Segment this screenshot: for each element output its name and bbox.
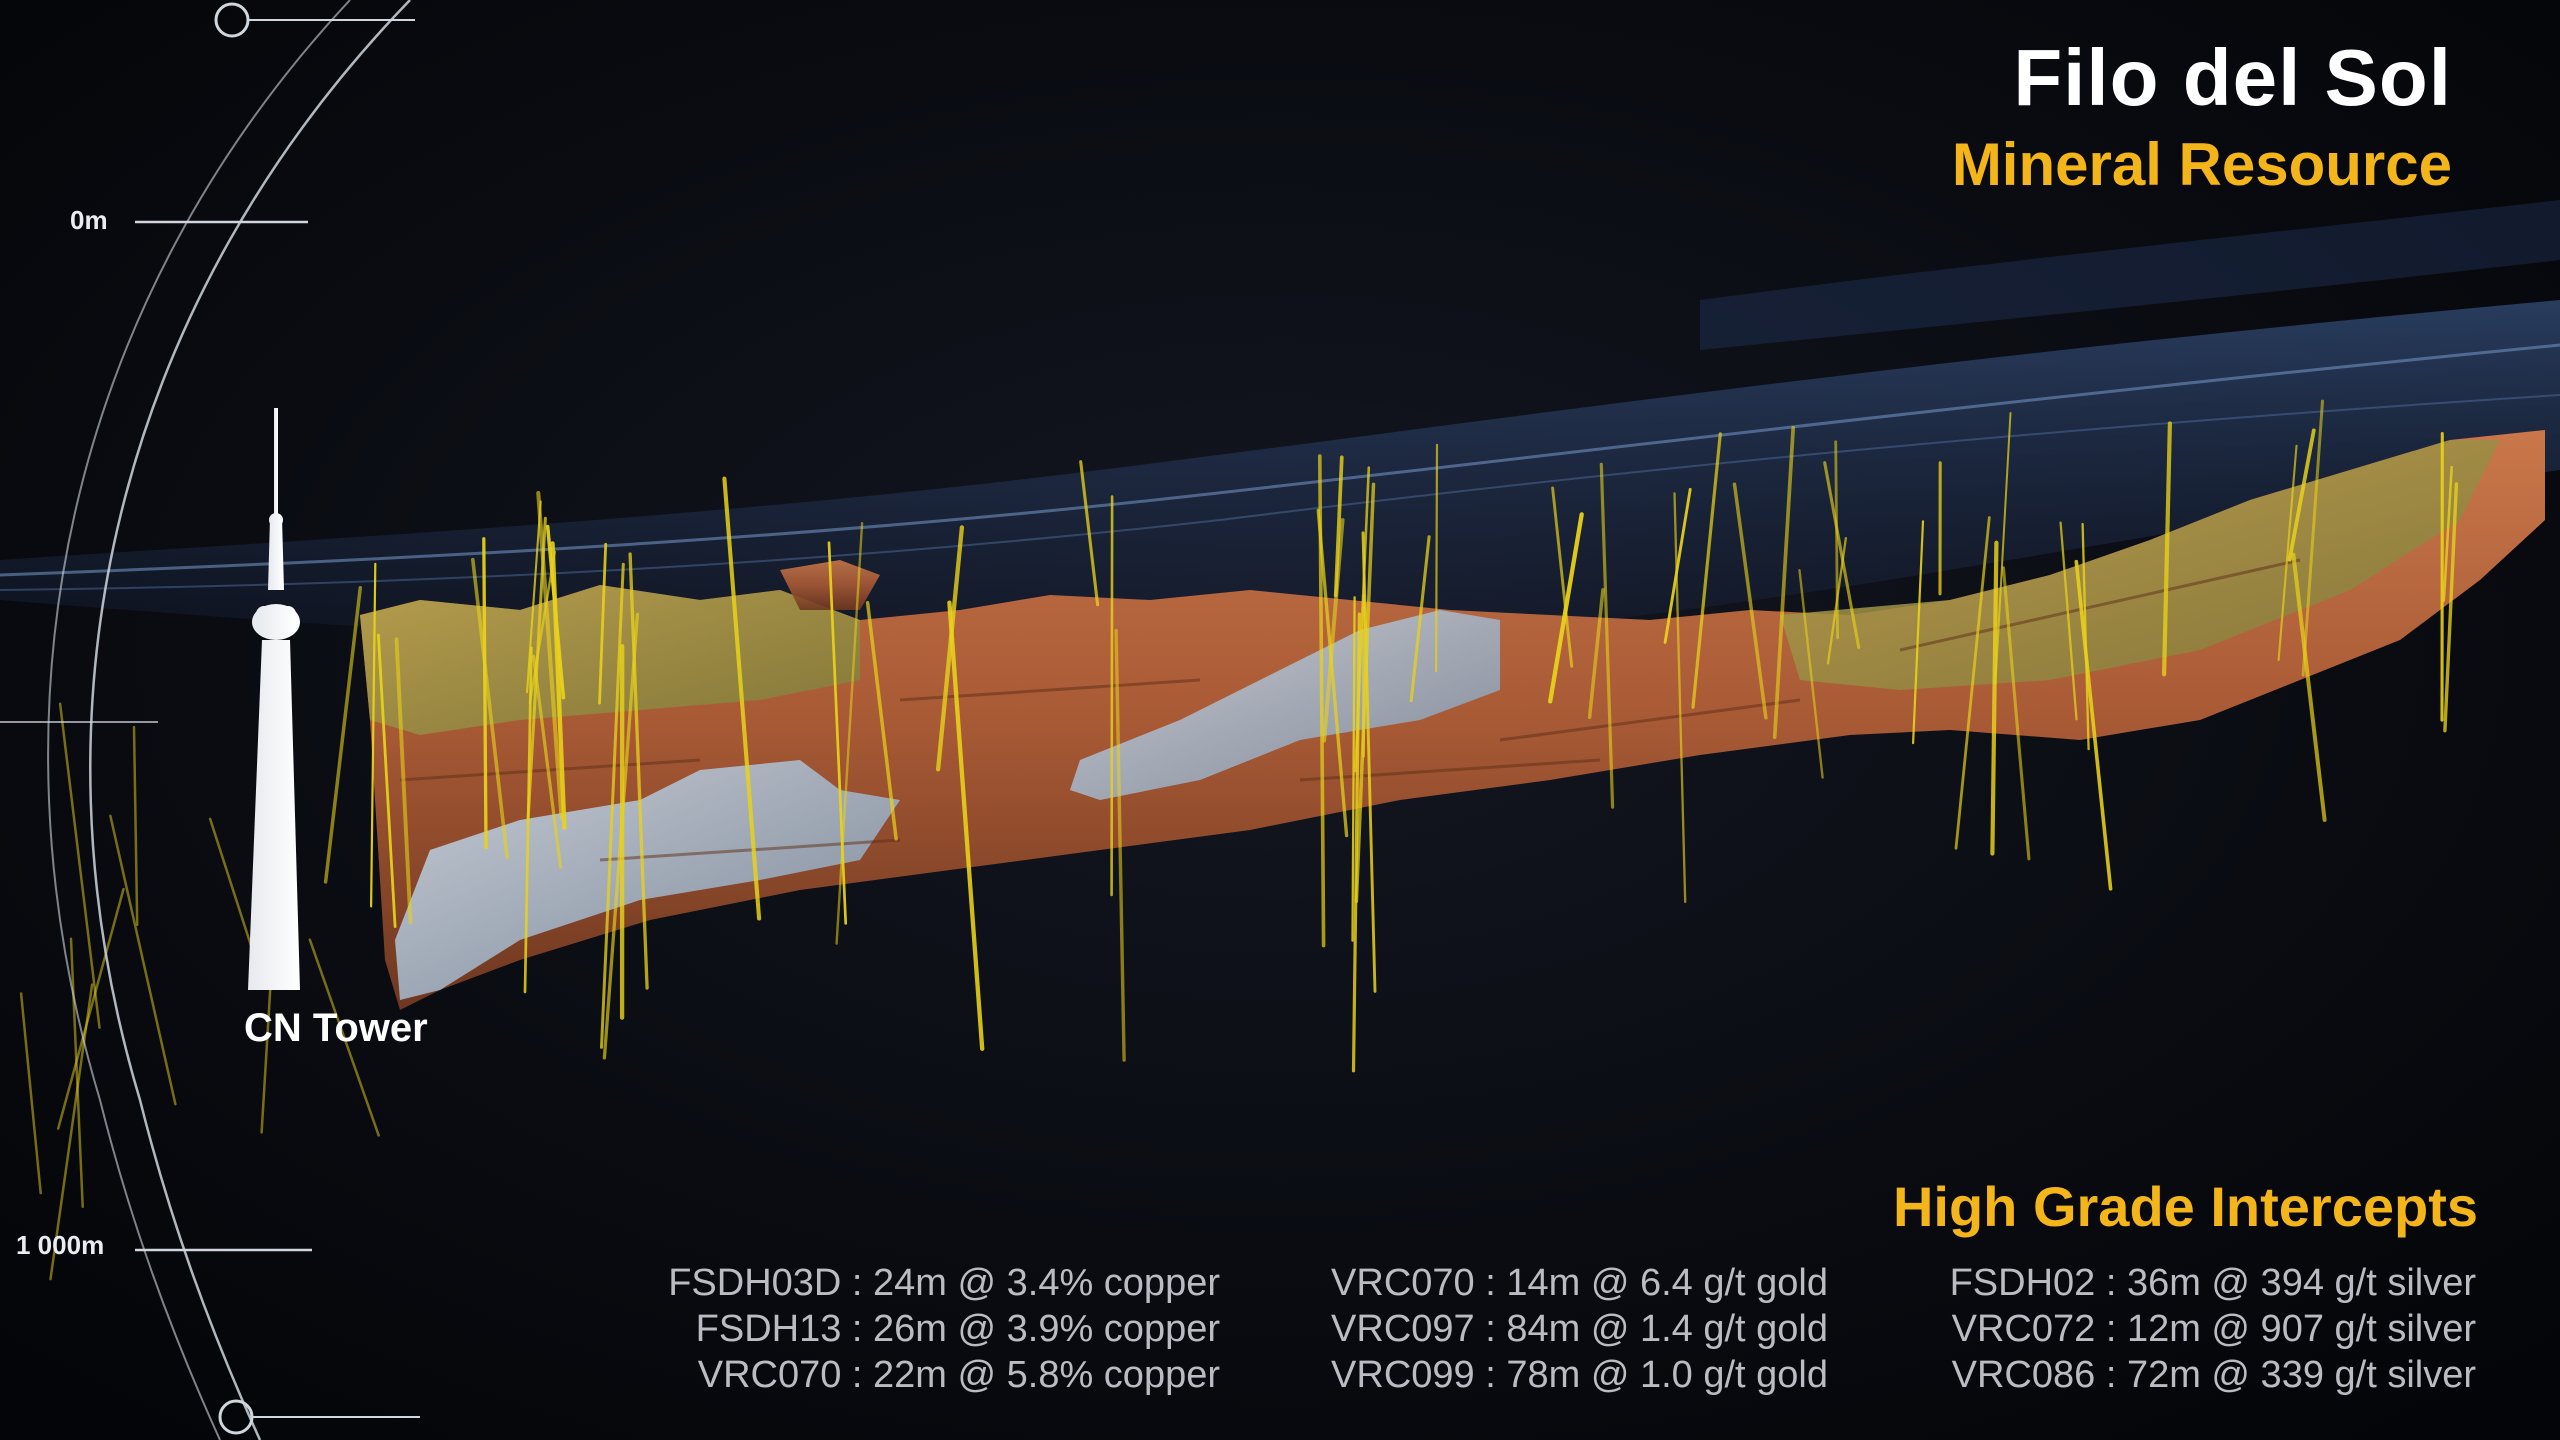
drill-hole-trace	[600, 562, 625, 1049]
drill-hole-trace	[1911, 520, 1925, 745]
drill-hole-trace	[1114, 628, 1126, 1062]
intercept-item: VRC070 : 22m @ 5.8% copper	[697, 1354, 1220, 1396]
drill-hole-trace	[865, 600, 898, 841]
drill-hole-trace	[602, 612, 640, 1060]
drill-hole-trace	[1826, 536, 1848, 665]
drill-hole-trace	[482, 537, 488, 850]
drill-hole-trace	[598, 542, 608, 705]
copper-intercepts-list: FSDH03D : 24m @ 3.4% copper FSDH13 : 26m…	[668, 1260, 1220, 1398]
drill-hole-trace	[1318, 454, 1326, 948]
intercept-item: FSDH03D : 24m @ 3.4% copper	[668, 1262, 1220, 1304]
drill-hole-trace	[1551, 486, 1574, 668]
drill-hole-trace	[2291, 552, 2327, 822]
cn-tower-icon	[248, 408, 300, 990]
depth-label-bottom: 1 000m	[16, 1230, 105, 1260]
intercept-item: VRC070 : 14m @ 6.4 g/t gold	[1331, 1262, 1828, 1304]
drill-hole-trace	[935, 525, 965, 772]
drill-hole-trace	[56, 887, 125, 1130]
drill-hole-trace	[470, 557, 509, 859]
drill-hole-trace	[1772, 425, 1796, 740]
intercept-item: FSDH13 : 26m @ 3.9% copper	[695, 1308, 1220, 1350]
drill-hole-trace	[1990, 540, 1999, 856]
copper-zone	[360, 430, 2545, 1010]
drill-hole-trace	[528, 550, 556, 704]
silver-zone	[395, 760, 900, 1000]
drill-hole-trace	[1434, 443, 1439, 673]
cn-tower-label: CN Tower	[244, 1006, 428, 1050]
drill-hole-trace	[2001, 566, 2031, 861]
drill-hole-trace	[1322, 518, 1345, 743]
intercept-item: VRC097 : 84m @ 1.4 g/t gold	[1331, 1308, 1828, 1350]
drill-hole-trace	[628, 552, 649, 990]
depth-label-top: 0m	[70, 205, 108, 235]
drill-hole-trace	[1994, 412, 2012, 686]
drill-hole-trace	[308, 938, 380, 1137]
intercept-item: FSDH02 : 36m @ 394 g/t silver	[1949, 1262, 2476, 1304]
drill-hole-trace	[132, 725, 139, 927]
drill-hole-trace	[2442, 465, 2453, 602]
drill-hole-trace	[525, 500, 542, 694]
drill-hole-trace	[49, 983, 94, 1281]
drill-hole-trace	[536, 491, 564, 820]
drill-hole-trace	[1691, 432, 1722, 709]
drill-hole-trace	[370, 562, 377, 908]
drill-hole-trace	[58, 702, 101, 1029]
drill-hole-trace	[1663, 487, 1692, 644]
drill-hole-trace	[2081, 522, 2090, 751]
intercept-item: VRC072 : 12m @ 907 g/t silver	[1951, 1308, 2476, 1350]
drill-hole-trace	[1954, 516, 1991, 850]
drill-hole-trace	[1079, 460, 1100, 607]
drill-hole-trace	[394, 637, 413, 925]
drill-hole-trace	[827, 541, 848, 925]
depth-scale	[0, 0, 420, 1440]
drill-hole-trace	[531, 654, 563, 869]
drill-hole-trace	[1354, 466, 1371, 773]
silver-zone	[1070, 610, 1500, 800]
drill-hole-trace	[19, 992, 42, 1195]
drill-hole-trace	[69, 937, 84, 1209]
drill-hole-trace	[1110, 495, 1114, 897]
drill-hole-trace	[109, 814, 177, 1106]
gold-intercepts-list: VRC070 : 14m @ 6.4 g/t gold VRC097 : 84m…	[1331, 1260, 1828, 1398]
drill-hole-trace	[1587, 588, 1605, 719]
page-title: Filo del Sol	[2013, 33, 2452, 122]
drill-hole-trace	[2277, 444, 2298, 662]
drill-hole-trace	[2443, 482, 2459, 733]
drill-hole-trace	[2287, 428, 2316, 562]
intercept-item: VRC086 : 72m @ 339 g/t silver	[1951, 1354, 2476, 1396]
drill-holes	[19, 399, 2459, 1281]
drill-hole-trace	[526, 516, 547, 824]
drill-hole-trace	[2059, 521, 2078, 721]
drill-hole-trace	[376, 633, 397, 928]
drill-hole-trace	[835, 522, 864, 945]
silver-intercepts-list: FSDH02 : 36m @ 394 g/t silver VRC072 : 1…	[1950, 1260, 2476, 1398]
drill-hole-trace	[1798, 569, 1824, 779]
drill-hole-trace	[1599, 462, 1615, 809]
drill-hole-trace	[1316, 508, 1349, 838]
intercept-item: VRC099 : 78m @ 1.0 g/t gold	[1331, 1354, 1828, 1396]
drill-hole-trace	[2301, 399, 2324, 677]
drill-hole-trace	[323, 585, 363, 884]
drill-hole-trace	[1732, 482, 1768, 720]
drill-hole-trace	[1673, 492, 1687, 903]
intercepts-heading: High Grade Intercepts	[1892, 1175, 2478, 1238]
page-subtitle: Mineral Resource	[1951, 131, 2452, 198]
drill-hole-trace	[947, 600, 985, 1051]
drill-hole-trace	[722, 476, 762, 921]
drill-hole-trace	[1823, 461, 1861, 649]
drill-hole-trace	[550, 541, 567, 830]
drill-hole-trace	[2074, 559, 2113, 891]
drill-hole-trace	[1409, 535, 1431, 703]
drill-hole-trace	[2162, 421, 2172, 677]
gold-zone	[1780, 440, 2500, 690]
drill-hole-trace	[1351, 596, 1356, 942]
